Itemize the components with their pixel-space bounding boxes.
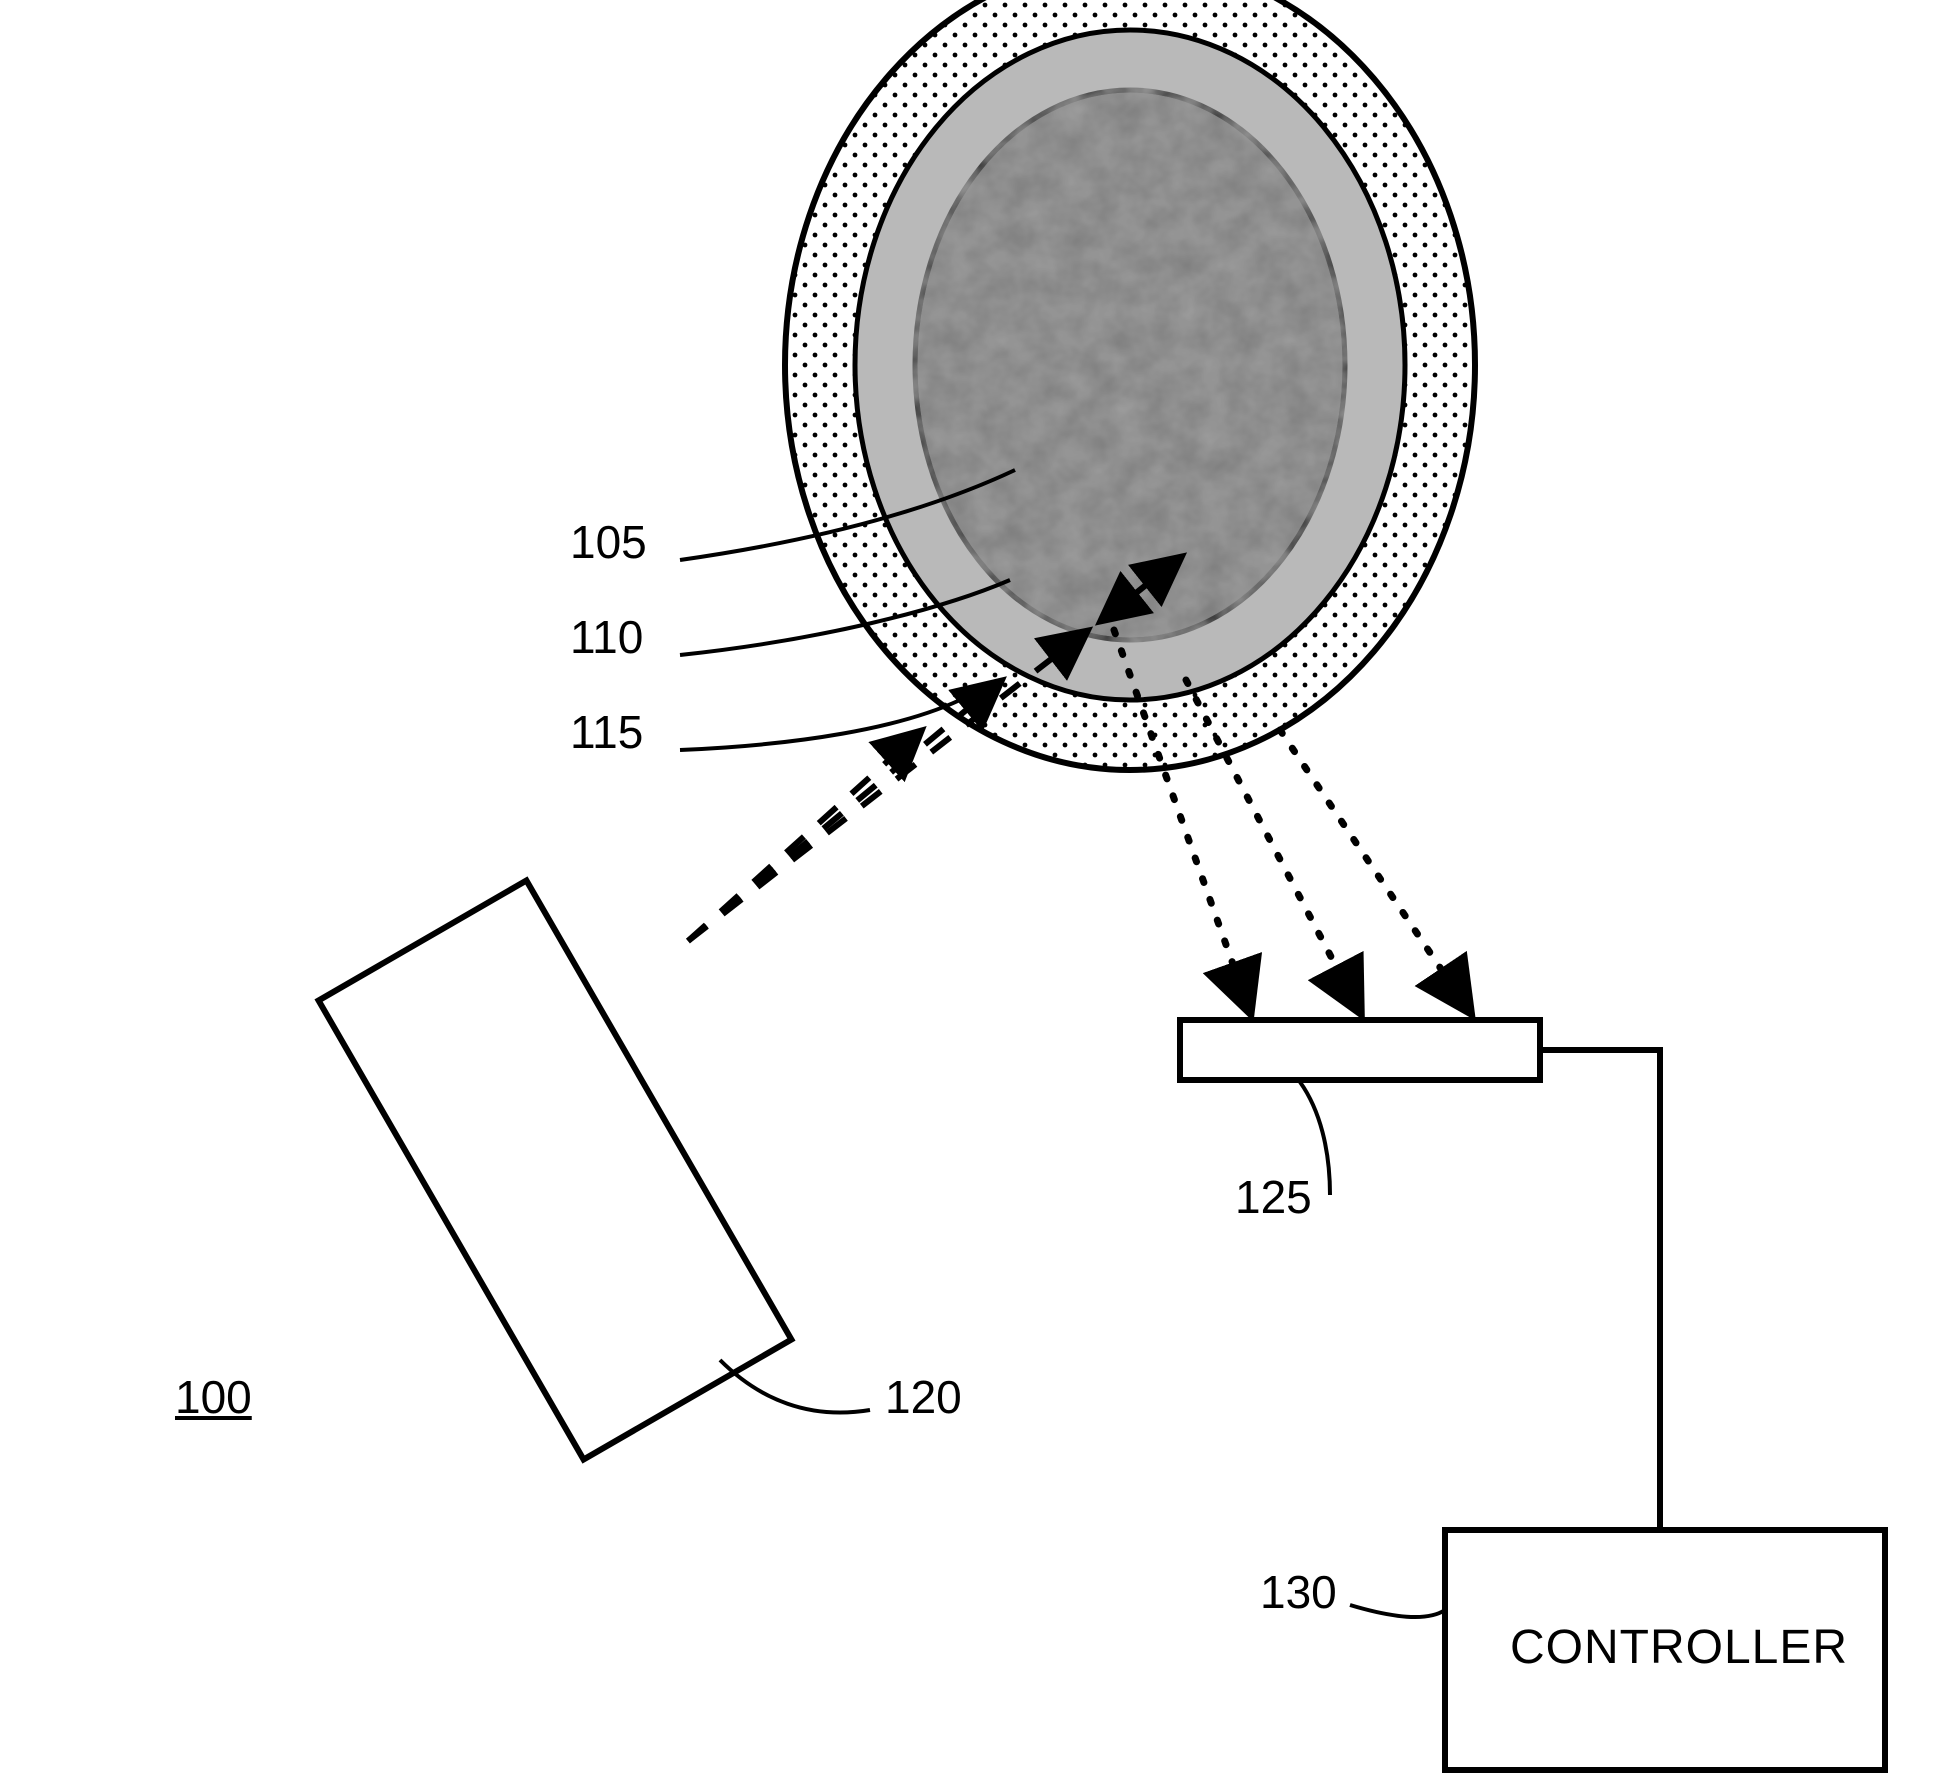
label-100: 100 <box>175 1370 252 1424</box>
label-130: 130 <box>1260 1565 1337 1619</box>
controller-text: CONTROLLER <box>1510 1620 1848 1675</box>
ellipse-inner <box>915 90 1345 640</box>
leader-115 <box>680 700 960 750</box>
source-box <box>319 881 792 1460</box>
label-120: 120 <box>885 1370 962 1424</box>
diagram-svg <box>0 0 1936 1783</box>
diagram-canvas: 105 110 115 120 125 130 100 CONTROLLER <box>0 0 1936 1783</box>
label-105: 105 <box>570 515 647 569</box>
label-125: 125 <box>1235 1170 1312 1224</box>
label-110: 110 <box>570 610 643 664</box>
wire-detector-controller <box>1540 1050 1660 1530</box>
label-115: 115 <box>570 705 643 759</box>
leader-130 <box>1350 1605 1445 1617</box>
detector-box <box>1180 1020 1540 1080</box>
beam-dotted-3 <box>1280 730 1470 1012</box>
